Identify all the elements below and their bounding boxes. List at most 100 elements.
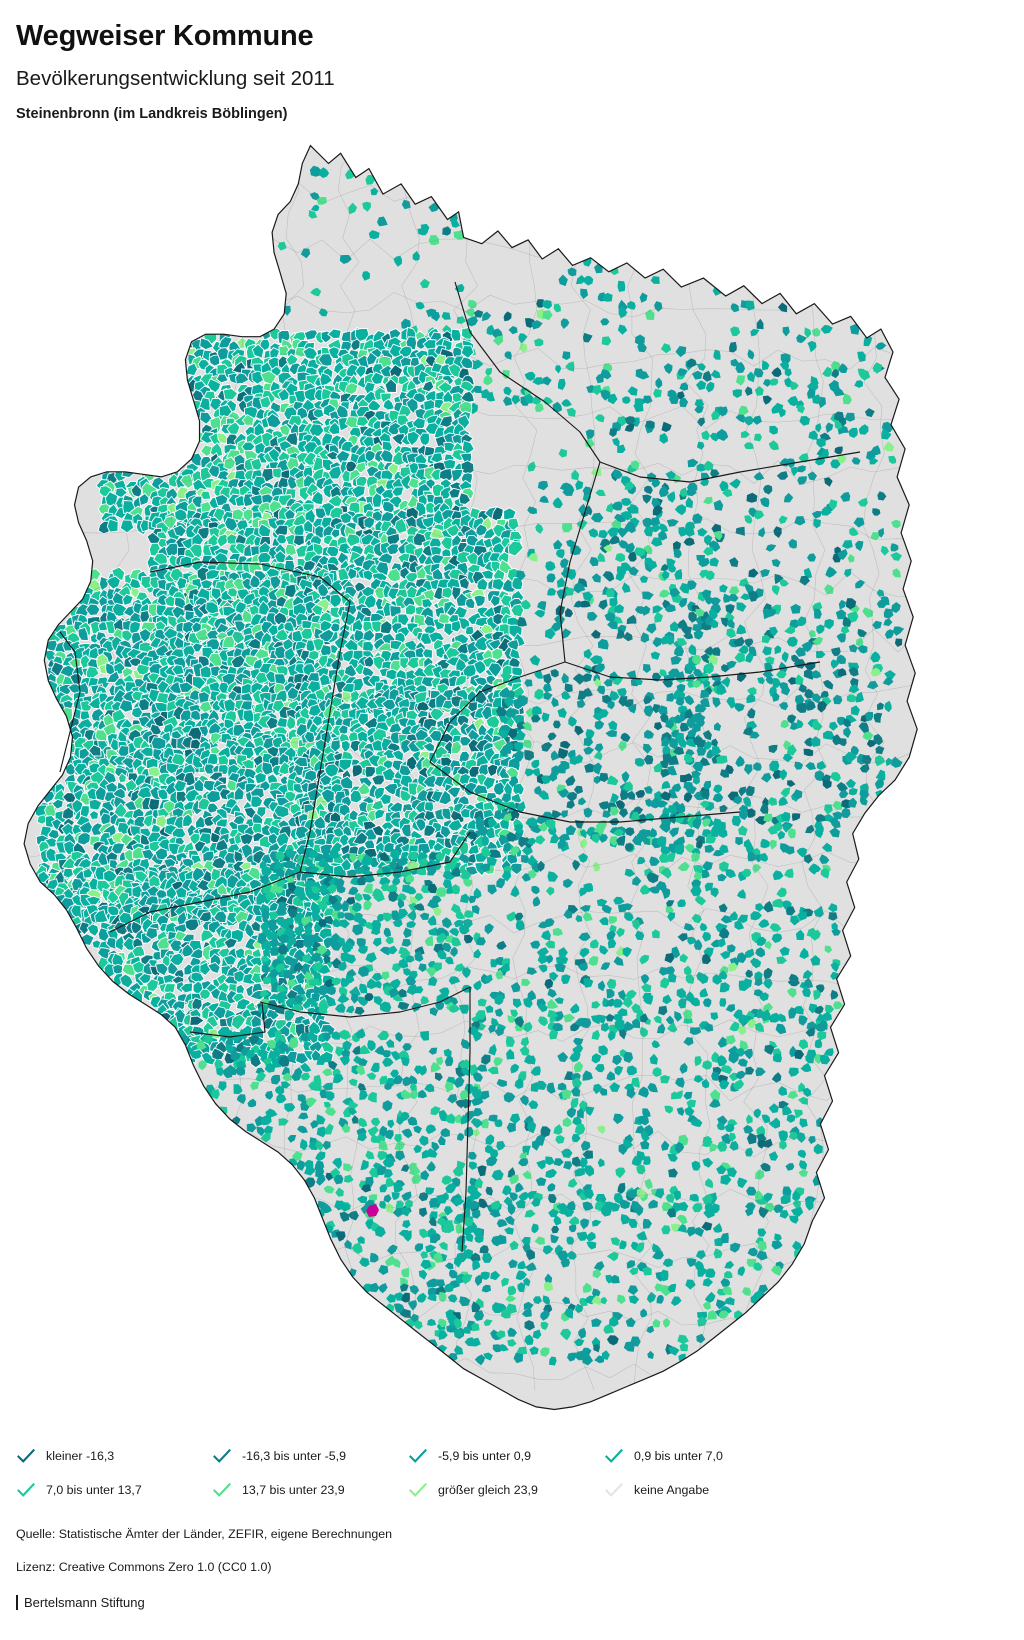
municipality-polygon[interactable] (277, 387, 290, 402)
municipality-polygon[interactable] (473, 309, 484, 318)
municipality-polygon[interactable] (560, 318, 570, 329)
municipality-polygon[interactable] (310, 287, 322, 297)
municipality-polygon[interactable] (309, 165, 322, 177)
municipality-polygon[interactable] (468, 300, 477, 310)
municipality-polygon[interactable] (318, 308, 328, 317)
municipality-polygon[interactable] (419, 432, 431, 448)
municipality-polygon[interactable] (566, 407, 576, 417)
municipality-polygon[interactable] (705, 381, 715, 393)
municipality-polygon[interactable] (362, 271, 370, 281)
municipality-polygon[interactable] (259, 395, 272, 409)
municipality-polygon[interactable] (519, 342, 528, 353)
municipality-polygon[interactable] (524, 371, 536, 381)
municipality-polygon[interactable] (344, 382, 359, 396)
municipality-polygon[interactable] (370, 371, 385, 386)
municipality-polygon[interactable] (713, 349, 721, 360)
municipality-polygon[interactable] (200, 500, 212, 514)
municipality-polygon[interactable] (812, 327, 821, 337)
municipality-polygon[interactable] (524, 393, 534, 404)
municipality-polygon[interactable] (199, 411, 213, 425)
municipality-polygon[interactable] (634, 334, 645, 346)
municipality-polygon[interactable] (319, 167, 330, 178)
municipality-polygon[interactable] (534, 403, 544, 412)
municipality-polygon[interactable] (730, 326, 741, 337)
municipality-polygon[interactable] (450, 217, 460, 228)
municipality-polygon[interactable] (472, 359, 484, 369)
municipality-polygon[interactable] (782, 326, 790, 337)
municipality-polygon[interactable] (309, 192, 320, 201)
municipality-polygon[interactable] (789, 381, 799, 391)
municipality-polygon[interactable] (557, 378, 566, 391)
municipality-polygon[interactable] (750, 328, 760, 337)
municipality-polygon[interactable] (486, 391, 496, 402)
municipality-polygon[interactable] (278, 423, 291, 438)
municipality-polygon[interactable] (287, 415, 304, 428)
municipality-polygon[interactable] (645, 309, 655, 320)
municipality-polygon[interactable] (208, 354, 221, 367)
municipality-polygon[interactable] (637, 341, 647, 353)
municipality-polygon[interactable] (223, 456, 236, 471)
municipality-polygon[interactable] (348, 202, 358, 215)
municipality-polygon[interactable] (482, 311, 492, 322)
municipality-polygon[interactable] (472, 385, 482, 393)
municipality-polygon[interactable] (542, 300, 552, 309)
municipality-polygon[interactable] (820, 325, 833, 334)
municipality-polygon[interactable] (595, 414, 605, 423)
municipality-polygon[interactable] (453, 229, 464, 240)
municipality-polygon[interactable] (349, 789, 362, 804)
municipality-polygon[interactable] (511, 395, 521, 405)
municipality-polygon[interactable] (327, 328, 342, 340)
municipality-polygon[interactable] (600, 318, 610, 326)
municipality-polygon[interactable] (312, 408, 325, 419)
municipality-polygon[interactable] (422, 339, 437, 351)
municipality-polygon[interactable] (503, 386, 512, 396)
municipality-polygon[interactable] (300, 248, 311, 259)
municipality-polygon[interactable] (319, 372, 334, 387)
municipality-polygon[interactable] (393, 255, 403, 267)
municipality-polygon[interactable] (503, 311, 512, 322)
municipality-polygon[interactable] (849, 323, 860, 335)
municipality-polygon[interactable] (456, 316, 466, 324)
municipality-polygon[interactable] (285, 353, 299, 366)
municipality-polygon[interactable] (308, 423, 325, 438)
municipality-polygon[interactable] (553, 303, 561, 313)
municipality-polygon[interactable] (401, 199, 411, 210)
municipality-polygon[interactable] (503, 396, 513, 406)
municipality-polygon[interactable] (222, 388, 239, 401)
municipality-polygon[interactable] (401, 318, 411, 330)
municipality-polygon[interactable] (534, 338, 544, 347)
municipality-polygon[interactable] (492, 335, 504, 346)
municipality-polygon[interactable] (311, 204, 320, 212)
municipality-polygon[interactable] (486, 324, 495, 336)
municipality-polygon[interactable] (617, 280, 626, 292)
municipality-polygon[interactable] (542, 310, 553, 321)
municipality-polygon[interactable] (567, 267, 577, 277)
municipality-polygon[interactable] (838, 363, 848, 373)
municipality-polygon[interactable] (428, 235, 440, 246)
municipality-polygon[interactable] (777, 302, 788, 313)
municipality-polygon[interactable] (316, 197, 327, 205)
municipality-polygon[interactable] (532, 377, 544, 385)
municipality-polygon[interactable] (485, 368, 493, 377)
municipality-polygon[interactable] (266, 412, 282, 429)
municipality-polygon[interactable] (875, 342, 887, 350)
municipality-polygon[interactable] (618, 306, 628, 319)
municipality-polygon[interactable] (460, 356, 474, 370)
municipality-polygon[interactable] (675, 346, 687, 358)
municipality-polygon[interactable] (627, 301, 636, 310)
municipality-polygon[interactable] (584, 275, 594, 286)
municipality-polygon[interactable] (864, 408, 875, 418)
municipality-polygon[interactable] (277, 241, 287, 251)
municipality-polygon[interactable] (251, 343, 265, 359)
municipality-polygon[interactable] (650, 276, 660, 284)
municipality-polygon[interactable] (419, 278, 430, 289)
municipality-polygon[interactable] (429, 452, 444, 464)
municipality-polygon[interactable] (660, 343, 672, 354)
municipality-polygon[interactable] (328, 421, 341, 436)
municipality-polygon[interactable] (562, 351, 571, 360)
municipality-polygon[interactable] (421, 379, 435, 393)
municipality-polygon[interactable] (807, 340, 817, 353)
municipality-polygon[interactable] (459, 380, 475, 393)
municipality-polygon[interactable] (355, 416, 370, 427)
municipality-polygon[interactable] (518, 333, 528, 344)
